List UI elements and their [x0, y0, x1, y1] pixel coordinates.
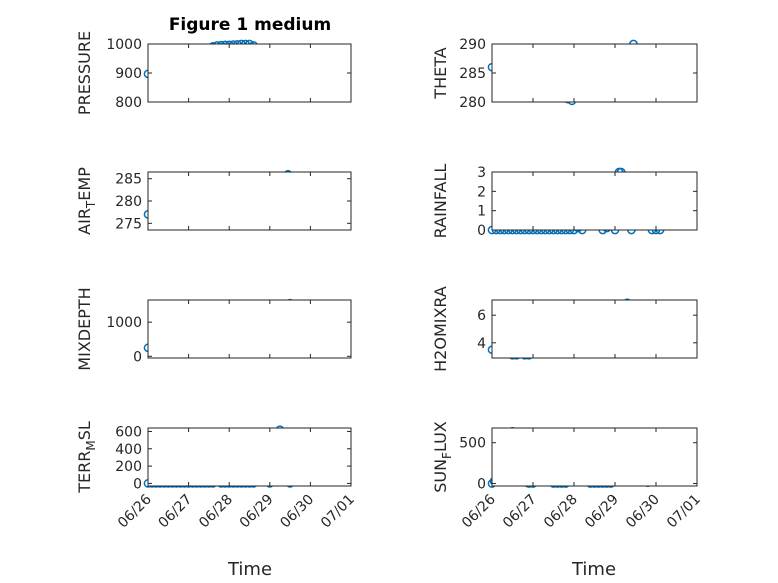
axes-frame-h2omixra	[491, 299, 698, 359]
y-axis-label-h2omixra: H2OMIXRA	[431, 286, 450, 372]
y-tick-label: 900	[115, 66, 142, 82]
y-axis-label-terr_msl: TERRMSL	[75, 421, 98, 494]
y-tick-label: 0	[477, 223, 486, 239]
y-axis-label-subscript: F	[440, 452, 454, 459]
y-axis-label-suffix: SL	[75, 421, 94, 440]
y-tick-label: 2	[477, 184, 486, 200]
y-tick-label: 1	[477, 204, 486, 220]
y-tick-label: 0	[133, 349, 142, 365]
axes-frame-pressure	[147, 43, 352, 103]
y-tick-label: 200	[115, 459, 142, 475]
axes-frame-air_temp	[147, 171, 352, 231]
y-axis-label-main: H2OMIXRA	[431, 286, 450, 372]
y-tick-label: 500	[459, 436, 486, 452]
y-tick-label: 280	[459, 95, 486, 111]
y-axis-label-main: THETA	[431, 47, 450, 99]
y-tick-label: 6	[477, 308, 486, 324]
subplot-mixdepth: 0 1000 MIXDEPTH	[75, 287, 352, 371]
y-axis-label-sun_flux: SUNFLUX	[431, 421, 454, 493]
y-axis-label-main: TERR	[75, 451, 94, 494]
y-axis-label-pressure: PRESSURE	[75, 31, 94, 115]
y-axis-label-subscript: T	[84, 200, 98, 209]
y-tick-label: 800	[115, 95, 142, 111]
axes-frame-sun_flux	[491, 427, 698, 487]
y-tick-label: 0	[133, 476, 142, 492]
figure-title: Figure 1 medium	[169, 15, 331, 35]
subplot-pressure: 800 900 1000 PRESSURE	[75, 31, 352, 115]
y-axis-label-main: AIR	[75, 208, 94, 235]
y-tick-label: 275	[115, 216, 142, 232]
y-tick-label: 285	[459, 66, 486, 82]
subplot-air_temp: 275 280 285 AIRTEMP	[75, 167, 352, 235]
y-tick-label: 600	[115, 424, 142, 440]
y-axis-label-main: RAINFALL	[431, 164, 450, 239]
axes-frame-rainfall	[491, 171, 698, 231]
subplot-rainfall: 0 1 2 3 RAINFALL	[431, 164, 698, 239]
x-axis-label-left: Time	[227, 559, 272, 580]
y-axis-label-rainfall: RAINFALL	[431, 164, 450, 239]
y-axis-label-theta: THETA	[431, 47, 450, 99]
axes-frame-theta	[491, 43, 698, 103]
y-tick-label: 0	[477, 477, 486, 493]
axes-frame-terr_msl	[147, 427, 352, 487]
y-tick-label: 280	[115, 194, 142, 210]
y-axis-label-suffix: LUX	[431, 421, 450, 452]
y-tick-label: 3	[477, 165, 486, 181]
y-tick-label: 400	[115, 442, 142, 458]
axes-frame-mixdepth	[147, 299, 352, 359]
subplot-theta: 280 285 290 THETA	[431, 37, 698, 111]
y-tick-label: 285	[115, 172, 142, 188]
y-tick-label: 290	[459, 37, 486, 53]
y-axis-label-suffix: EMP	[75, 167, 94, 201]
y-axis-label-air_temp: AIRTEMP	[75, 167, 98, 235]
y-axis-label-main: PRESSURE	[75, 31, 94, 115]
y-tick-label: 1000	[106, 315, 142, 331]
subplot-h2omixra: 4 6 H2OMIXRA	[431, 286, 698, 372]
y-tick-label: 1000	[106, 37, 142, 53]
y-axis-label-main: MIXDEPTH	[75, 287, 94, 370]
y-axis-label-main: SUN	[431, 459, 450, 493]
y-tick-label: 4	[477, 336, 486, 352]
y-axis-label-mixdepth: MIXDEPTH	[75, 287, 94, 370]
x-axis-label-right: Time	[571, 559, 616, 580]
y-axis-label-subscript: M	[84, 440, 98, 450]
